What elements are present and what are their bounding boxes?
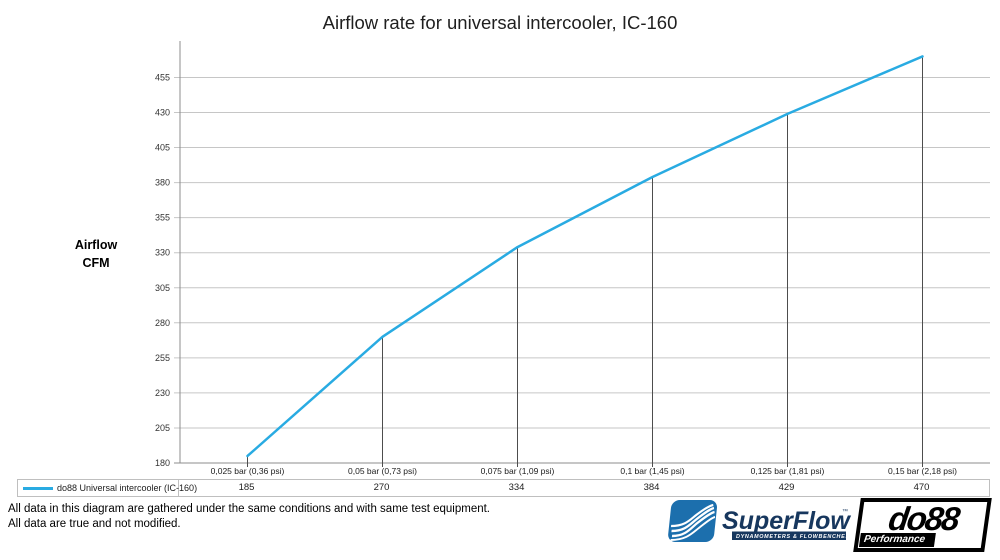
footer-line-1: All data in this diagram are gathered un…	[8, 503, 491, 515]
legend: do88 Universal intercooler (IC-160)	[18, 480, 197, 496]
superflow-logo: SuperFlow ™ DYNAMOMETERS & FLOWBENCHES	[668, 500, 851, 542]
table-value-cell: 470	[913, 482, 930, 493]
superflow-wordmark: SuperFlow	[722, 507, 851, 535]
y-tick-label: 405	[155, 143, 170, 153]
y-tick-label: 230	[155, 388, 170, 398]
table-value-cell: 270	[373, 482, 390, 493]
x-axis-label: 0,05 bar (0,73 psi)	[348, 466, 417, 476]
data-table: do88 Universal intercooler (IC-160) 185 2…	[17, 479, 990, 497]
y-tick-label: 330	[155, 248, 170, 258]
y-tick-label: 430	[155, 108, 170, 118]
do88-logo: do88 Performance	[853, 498, 992, 552]
y-tick-label: 180	[155, 458, 170, 468]
do88-performance-bar: Performance	[858, 533, 937, 547]
y-tick-label: 355	[155, 213, 170, 223]
y-tick-label: 305	[155, 283, 170, 293]
x-axis-label: 0,15 bar (2,18 psi)	[888, 466, 957, 476]
y-tick-label: 455	[155, 72, 170, 82]
table-value-cell: 334	[508, 482, 525, 493]
legend-line-swatch	[23, 486, 53, 490]
superflow-icon	[668, 500, 717, 542]
x-axis-label: 0,075 bar (1,09 psi)	[480, 466, 555, 476]
y-tick-label: 205	[155, 423, 170, 433]
superflow-trademark: ™	[842, 508, 848, 515]
table-value-cell: 384	[643, 482, 660, 493]
y-axis-title: Airflow CFM	[74, 238, 118, 271]
superflow-tagline: DYNAMOMETERS & FLOWBENCHES	[736, 534, 850, 540]
series-line	[246, 55, 924, 458]
chart-plot-area: 180 205 230 255 280 305 330 355 380 405 430 455	[155, 41, 990, 468]
footer-line-2: All data are true and not modified.	[8, 518, 181, 530]
chart-title: Airflow rate for universal intercooler, …	[322, 12, 678, 33]
x-axis-label: 0,1 bar (1,45 psi)	[620, 466, 685, 476]
x-axis-labels-row: 0,025 bar (0,36 psi) 0,05 bar (0,73 psi) 0…	[180, 464, 990, 479]
table-values-row: 185 270 334 384 429 470	[179, 480, 989, 496]
table-value-cell: 185	[238, 482, 255, 493]
x-axis-label: 0,125 bar (1,81 psi)	[750, 466, 825, 476]
do88-wordmark: do88	[886, 500, 961, 537]
y-tick-label: 255	[155, 353, 170, 363]
superflow-tagline-bar	[732, 531, 846, 540]
table-value-cell: 429	[778, 482, 795, 493]
y-tick-label: 280	[155, 318, 170, 328]
footer-note: All data in this diagram are gathered un…	[8, 502, 490, 532]
legend-label: do88 Universal intercooler (IC-160)	[57, 483, 198, 493]
x-axis-label: 0,025 bar (0,36 psi)	[210, 466, 285, 476]
y-tick-label: 380	[155, 178, 170, 188]
